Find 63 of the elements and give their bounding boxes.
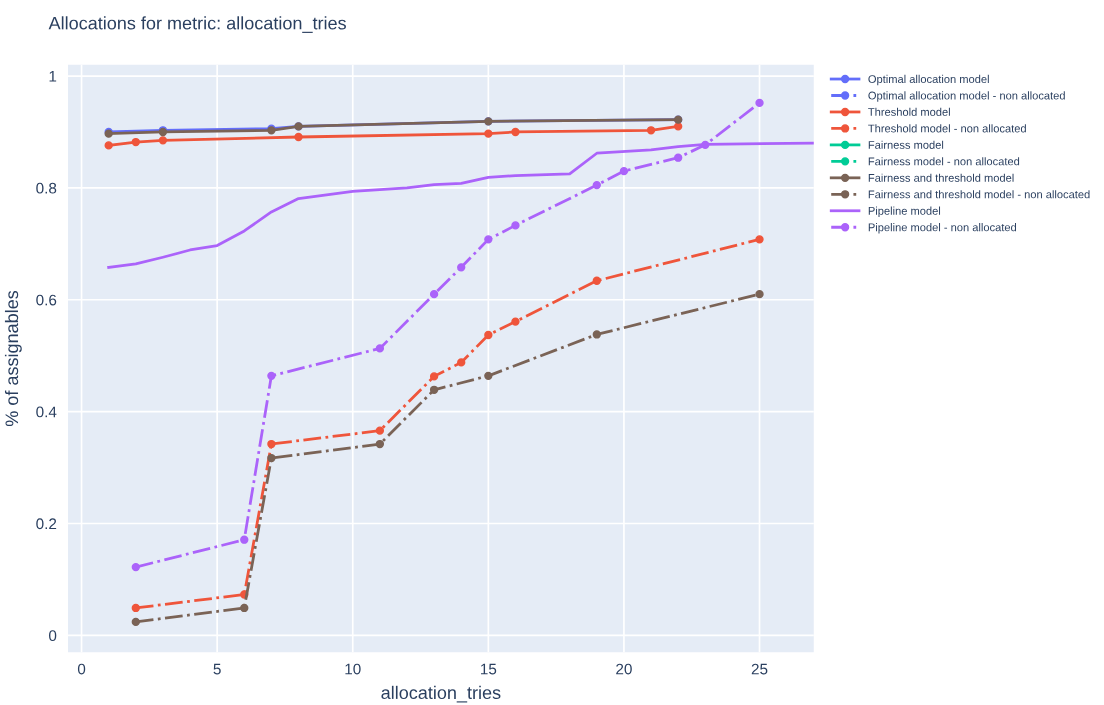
x-tick-label: 25 bbox=[751, 663, 768, 675]
legend-label: Optimal allocation model - non allocated bbox=[868, 91, 1065, 102]
point bbox=[592, 330, 601, 339]
y-tick-label: 0.6 bbox=[36, 294, 57, 306]
legend-label: Pipeline model bbox=[868, 206, 941, 217]
point bbox=[267, 453, 276, 463]
point bbox=[429, 290, 439, 299]
point bbox=[673, 153, 683, 162]
point bbox=[429, 372, 439, 381]
x-tick-label: 20 bbox=[616, 663, 632, 675]
point bbox=[619, 166, 629, 176]
legend-label: Threshold model - non allocated bbox=[868, 124, 1026, 133]
point bbox=[131, 617, 140, 627]
y-tick-label: 0.4 bbox=[36, 406, 57, 418]
x-tick-label: 5 bbox=[213, 663, 221, 675]
legend-label: Fairness model - non allocated bbox=[868, 157, 1020, 166]
legend-label: Fairness and threshold model - non allocated bbox=[868, 190, 1090, 199]
point bbox=[158, 136, 168, 145]
point bbox=[592, 276, 601, 285]
point bbox=[375, 439, 385, 449]
legend-label: Fairness model bbox=[868, 140, 944, 149]
point bbox=[511, 317, 520, 326]
point bbox=[375, 426, 385, 435]
chart-title: Allocations for metric: allocation_tries bbox=[48, 16, 346, 33]
point bbox=[484, 129, 493, 138]
y-axis-title: % of assignables bbox=[4, 290, 22, 427]
point bbox=[755, 98, 764, 108]
legend-label: Pipeline model - non allocated bbox=[868, 223, 1017, 234]
point bbox=[267, 439, 276, 449]
point bbox=[267, 371, 276, 380]
point bbox=[240, 603, 249, 613]
point bbox=[457, 263, 466, 272]
point bbox=[240, 535, 249, 544]
point bbox=[131, 562, 140, 572]
legend-label: Fairness and threshold model bbox=[868, 173, 1014, 182]
point bbox=[755, 235, 764, 244]
point bbox=[701, 140, 710, 150]
point bbox=[511, 221, 520, 230]
y-tick-label: 0 bbox=[49, 630, 57, 642]
point bbox=[457, 358, 466, 367]
point bbox=[294, 132, 303, 142]
y-tick-label: 0.2 bbox=[36, 518, 57, 530]
y-tick-label: 0.8 bbox=[36, 182, 57, 194]
legend-label: Threshold model bbox=[868, 107, 950, 116]
point bbox=[429, 385, 439, 394]
point bbox=[484, 330, 493, 340]
point bbox=[646, 126, 656, 135]
y-tick-label: 1 bbox=[49, 71, 57, 82]
point bbox=[484, 235, 493, 244]
x-tick-label: 15 bbox=[481, 663, 497, 675]
legend-label: Optimal allocation model bbox=[868, 74, 989, 86]
x-tick-label: 0 bbox=[77, 663, 86, 675]
point bbox=[104, 141, 113, 150]
point bbox=[511, 127, 520, 137]
point bbox=[673, 122, 683, 131]
x-tick-label: 10 bbox=[345, 663, 361, 675]
point bbox=[592, 180, 601, 190]
point bbox=[131, 603, 140, 613]
x-axis-title: allocation_tries bbox=[381, 685, 501, 703]
point bbox=[375, 344, 385, 353]
point bbox=[131, 137, 140, 147]
point bbox=[755, 290, 764, 299]
point bbox=[484, 371, 493, 380]
